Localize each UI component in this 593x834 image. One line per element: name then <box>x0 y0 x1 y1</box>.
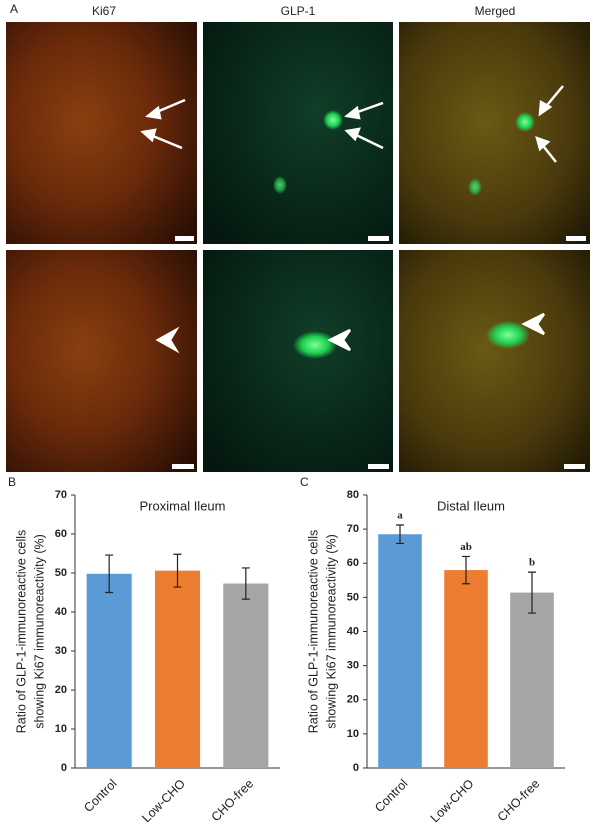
y-tick-label: 40 <box>347 625 359 637</box>
scale-bars <box>172 236 586 469</box>
panel-label: A <box>10 2 18 16</box>
error-bar <box>105 554 114 594</box>
y-tick-label: 50 <box>347 591 359 603</box>
bar <box>510 592 554 768</box>
micrograph <box>6 22 197 244</box>
x-tick-label: Low-CHO <box>428 776 477 825</box>
signal <box>273 176 287 194</box>
y-tick-label: 50 <box>55 567 67 579</box>
column-header: Ki67 <box>92 4 116 18</box>
x-tick-label: Control <box>372 777 410 815</box>
bar <box>223 583 269 768</box>
y-tick-label: 60 <box>55 528 67 540</box>
panel-a: A Ki67 GLP-1 Merged <box>6 2 590 472</box>
micrograph <box>6 250 197 472</box>
chart-title: Proximal Ileum <box>140 498 226 513</box>
signal <box>515 112 535 132</box>
signal <box>293 331 337 359</box>
x-tick-label: CHO-free <box>209 777 257 825</box>
micrograph <box>399 250 590 472</box>
bar <box>444 570 488 768</box>
y-tick-label: 70 <box>347 523 359 535</box>
micrograph <box>399 22 590 244</box>
x-tick-label: Low-CHO <box>139 776 188 825</box>
y-tick-label: 30 <box>347 660 359 672</box>
bar <box>86 573 132 768</box>
panel-label: B <box>8 475 16 489</box>
y-axis-label: showing Ki67 immunoreactivity (%) <box>32 534 46 729</box>
y-axis-label: Ratio of GLP-1-immunoreactive cells <box>14 530 28 734</box>
column-header: Merged <box>475 4 516 18</box>
arrows <box>140 85 564 354</box>
x-tick-label: CHO-free <box>495 777 543 825</box>
significance-label: a <box>397 510 403 522</box>
y-tick-label: 20 <box>347 694 359 706</box>
y-tick-label: 0 <box>353 762 359 774</box>
y-tick-label: 60 <box>347 557 359 569</box>
column-header: GLP-1 <box>281 4 316 18</box>
y-tick-label: 20 <box>55 684 67 696</box>
y-axis-label: Ratio of GLP-1-immunoreactive cells <box>306 530 320 734</box>
y-tick-label: 10 <box>55 723 67 735</box>
bar <box>378 534 422 768</box>
error-bar <box>462 555 470 585</box>
panel-label: C <box>300 475 309 489</box>
significance-label: b <box>529 557 535 569</box>
micrograph <box>203 250 393 472</box>
chart-title: Distal Ileum <box>437 498 505 513</box>
y-tick-label: 80 <box>347 489 359 501</box>
error-bar <box>173 553 182 588</box>
signal <box>486 321 530 349</box>
error-bar <box>528 571 536 614</box>
x-tick-label: Control <box>81 777 119 815</box>
signal <box>323 110 343 130</box>
micrograph <box>203 22 393 244</box>
y-tick-label: 70 <box>55 489 67 501</box>
y-tick-label: 10 <box>347 728 359 740</box>
y-axis-label: showing Ki67 immunoreactivity (%) <box>324 534 338 729</box>
y-tick-label: 40 <box>55 606 67 618</box>
error-bar <box>241 567 250 600</box>
error-bar <box>396 524 404 545</box>
signal <box>468 178 482 196</box>
y-tick-label: 0 <box>61 762 67 774</box>
significance-label: ab <box>460 541 472 553</box>
bar <box>154 570 201 768</box>
y-tick-label: 30 <box>55 645 67 657</box>
